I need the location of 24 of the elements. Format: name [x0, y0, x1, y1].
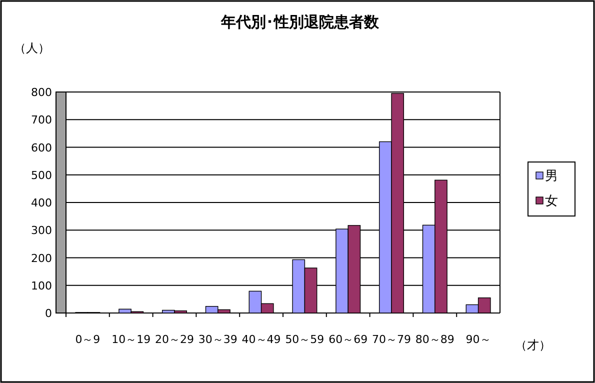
x-tick-label: 90～	[466, 333, 491, 346]
x-tick-label: 10～19	[112, 333, 151, 346]
y-tick-label: 100	[31, 279, 52, 292]
y-axis-title: （人）	[14, 41, 50, 55]
legend-label: 男	[545, 169, 558, 184]
y-tick-label: 600	[31, 141, 52, 154]
y-tick-label: 800	[31, 86, 52, 99]
x-tick-label: 50～59	[285, 333, 324, 346]
x-tick-label: 40～49	[242, 333, 281, 346]
y-tick-label: 200	[31, 252, 52, 265]
x-tick-label: 0～9	[75, 333, 100, 346]
x-tick-label: 30～39	[198, 333, 238, 346]
y-tick-label: 300	[31, 224, 52, 238]
x-tick-label: 60～69	[328, 333, 368, 346]
x-tick-label: 80～89	[415, 333, 454, 346]
x-axis-title: （才）	[515, 338, 551, 352]
chart-title: 年代別･性別退院患者数	[220, 13, 380, 31]
y-tick-label: 700	[31, 114, 52, 127]
legend-label: 女	[545, 194, 558, 209]
y-tick-label: 400	[31, 196, 52, 210]
x-tick-label: 20～29	[155, 333, 194, 346]
y-tick-label: 500	[31, 168, 52, 182]
y-tick-label: 0	[45, 307, 52, 320]
x-tick-label: 70～79	[372, 333, 411, 346]
